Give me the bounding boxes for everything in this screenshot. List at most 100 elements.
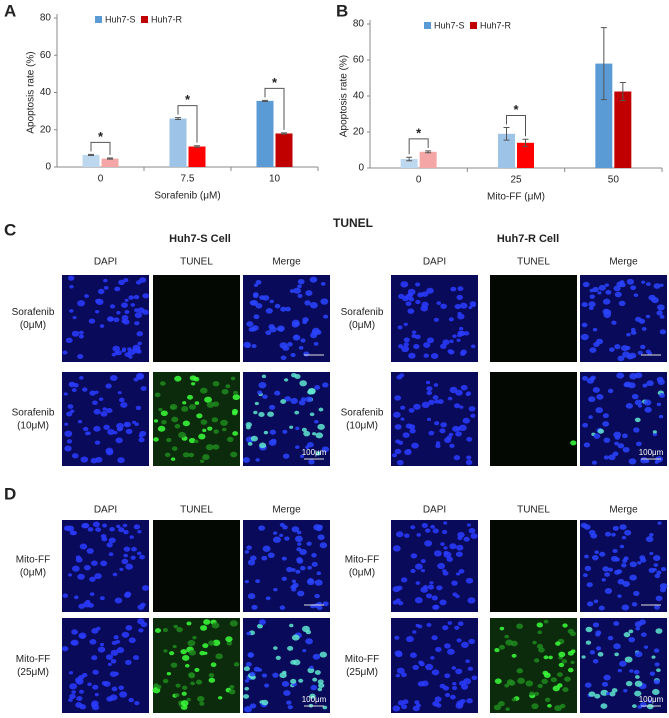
cell <box>660 567 667 572</box>
cell <box>392 705 401 712</box>
cell <box>83 564 91 571</box>
cell <box>426 390 433 396</box>
cell <box>205 444 214 451</box>
cell <box>462 417 470 424</box>
cell <box>272 536 281 543</box>
cell <box>543 655 549 660</box>
cell <box>451 666 457 670</box>
cell <box>643 645 649 649</box>
cell <box>67 275 75 281</box>
image-background <box>153 275 240 362</box>
cell <box>101 681 108 686</box>
cell <box>101 536 108 542</box>
cell <box>253 410 258 415</box>
cell <box>395 651 403 658</box>
significance-bracket <box>408 138 429 155</box>
cell <box>395 531 404 538</box>
cell <box>592 286 599 293</box>
cell <box>261 699 269 706</box>
cell <box>506 679 514 686</box>
cell <box>99 596 105 601</box>
cell <box>122 319 130 325</box>
cell <box>72 316 77 320</box>
cell <box>251 604 258 610</box>
cell <box>246 321 254 327</box>
cell <box>247 593 256 600</box>
cell <box>637 350 643 355</box>
cell <box>322 705 328 710</box>
cell <box>611 688 618 693</box>
cell <box>638 318 646 324</box>
cell <box>397 601 404 606</box>
significance-star: * <box>98 129 104 144</box>
cell <box>499 626 505 631</box>
cell <box>645 536 654 543</box>
cell <box>392 600 399 605</box>
cell <box>623 689 628 693</box>
cell <box>142 309 149 315</box>
legend-swatch <box>141 16 148 23</box>
cell <box>118 527 125 533</box>
cell <box>617 594 622 598</box>
cell <box>182 452 190 458</box>
cell <box>537 630 543 635</box>
bar <box>275 133 293 167</box>
cell <box>211 622 220 629</box>
cell <box>604 588 613 594</box>
column-header: Merge <box>609 505 638 516</box>
cell <box>600 703 608 709</box>
cell <box>118 279 125 286</box>
cell <box>248 327 255 332</box>
cell <box>585 640 592 645</box>
significance-bracket <box>177 105 198 143</box>
cell <box>133 294 140 300</box>
cell <box>619 282 626 288</box>
cell <box>452 334 457 339</box>
row-label: (25μM) <box>17 667 49 678</box>
cell <box>583 442 591 448</box>
cell <box>206 401 215 408</box>
cell <box>397 293 405 299</box>
cell <box>68 698 73 702</box>
cell <box>458 424 467 432</box>
cell <box>182 685 188 690</box>
cell <box>79 376 84 380</box>
cell <box>259 442 267 449</box>
cell <box>258 619 267 626</box>
cell <box>449 386 458 394</box>
bar <box>188 146 206 167</box>
cell <box>470 533 478 539</box>
cell <box>634 651 643 658</box>
cell <box>455 668 463 675</box>
cell <box>602 566 610 572</box>
cell <box>78 330 84 335</box>
cell <box>624 529 632 536</box>
cell <box>199 459 205 463</box>
cell <box>312 653 321 660</box>
cell <box>284 536 290 541</box>
x-tick-label: 50 <box>608 175 620 186</box>
cell <box>619 524 627 530</box>
cell <box>77 300 86 307</box>
cell <box>591 554 599 561</box>
cell <box>280 399 287 404</box>
cell <box>225 384 231 389</box>
cell <box>130 555 136 560</box>
cell <box>163 649 168 653</box>
cell <box>410 525 416 530</box>
cell <box>233 390 239 395</box>
cell <box>604 572 610 577</box>
y-tick-label: 60 <box>353 55 365 66</box>
cell <box>614 652 619 657</box>
cell <box>314 329 322 335</box>
cell <box>78 632 87 639</box>
cell <box>134 701 140 706</box>
cell <box>625 680 633 687</box>
cell <box>403 342 410 347</box>
cell <box>139 554 145 560</box>
bar <box>101 158 119 167</box>
cell <box>649 671 656 676</box>
cell <box>588 396 596 403</box>
cell <box>297 284 302 289</box>
cell <box>456 338 461 342</box>
